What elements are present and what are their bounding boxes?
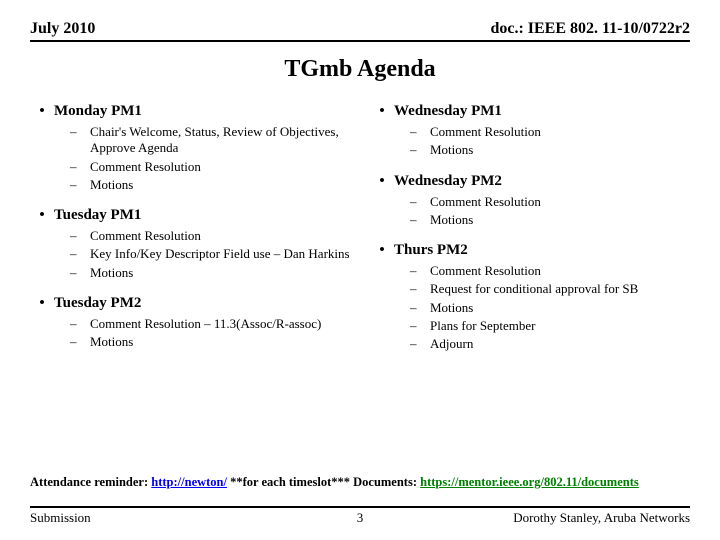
session-name: Tuesday PM2 (54, 295, 141, 312)
session-heading: •Thurs PM2 (370, 242, 690, 259)
session-heading: •Wednesday PM1 (370, 103, 690, 120)
session-name: Tuesday PM1 (54, 207, 141, 224)
header-docnum: doc.: IEEE 802. 11-10/0722r2 (490, 20, 690, 38)
page-title: TGmb Agenda (30, 56, 690, 83)
list-item: –Comment Resolution – 11.3(Assoc/R-assoc… (70, 316, 350, 332)
item-text: Plans for September (430, 318, 535, 334)
item-text: Comment Resolution (430, 263, 541, 279)
item-text: Comment Resolution (90, 159, 201, 175)
item-text: Adjourn (430, 336, 473, 352)
session-heading: •Monday PM1 (30, 103, 350, 120)
bullet-icon: • (30, 207, 54, 224)
dash-icon: – (70, 246, 90, 262)
attendance-link-newton[interactable]: http://newton/ (151, 475, 227, 489)
bullet-icon: • (30, 295, 54, 312)
dash-icon: – (410, 124, 430, 140)
session-block: •Tuesday PM1–Comment Resolution–Key Info… (30, 207, 350, 281)
list-item: –Comment Resolution (410, 263, 690, 279)
list-item: –Request for conditional approval for SB (410, 281, 690, 297)
item-text: Request for conditional approval for SB (430, 281, 638, 297)
session-heading: •Tuesday PM1 (30, 207, 350, 224)
item-text: Motions (90, 265, 133, 281)
list-item: –Adjourn (410, 336, 690, 352)
dash-icon: – (70, 177, 90, 193)
content-columns: •Monday PM1–Chair's Welcome, Status, Rev… (30, 103, 690, 366)
dash-icon: – (70, 124, 90, 157)
item-text: Motions (430, 300, 473, 316)
attendance-reminder: Attendance reminder: http://newton/ **fo… (30, 475, 690, 490)
session-block: •Wednesday PM2–Comment Resolution–Motion… (370, 173, 690, 229)
session-block: •Thurs PM2–Comment Resolution–Request fo… (370, 242, 690, 352)
dash-icon: – (410, 300, 430, 316)
list-item: –Comment Resolution (70, 159, 350, 175)
dash-icon: – (70, 316, 90, 332)
list-item: –Motions (410, 142, 690, 158)
item-text: Motions (430, 142, 473, 158)
footer-author: Dorothy Stanley, Aruba Networks (513, 510, 690, 526)
list-item: –Comment Resolution (410, 194, 690, 210)
session-name: Thurs PM2 (394, 242, 468, 259)
dash-icon: – (70, 228, 90, 244)
dash-icon: – (70, 334, 90, 350)
list-item: –Chair's Welcome, Status, Review of Obje… (70, 124, 350, 157)
session-items: –Comment Resolution–Motions (370, 194, 690, 229)
dash-icon: – (410, 336, 430, 352)
list-item: –Motions (410, 212, 690, 228)
attendance-link-docs[interactable]: https://mentor.ieee.org/802.11/documents (420, 475, 639, 489)
list-item: –Motions (70, 177, 350, 193)
session-items: –Comment Resolution–Key Info/Key Descrip… (30, 228, 350, 281)
dash-icon: – (70, 159, 90, 175)
list-item: –Motions (70, 334, 350, 350)
session-heading: •Wednesday PM2 (370, 173, 690, 190)
list-item: –Motions (410, 300, 690, 316)
item-text: Motions (430, 212, 473, 228)
session-items: –Comment Resolution–Request for conditio… (370, 263, 690, 352)
right-column: •Wednesday PM1–Comment Resolution–Motion… (370, 103, 690, 366)
attendance-prefix: Attendance reminder: (30, 475, 151, 489)
session-block: •Tuesday PM2 –Comment Resolution – 11.3(A… (30, 295, 350, 351)
item-text: Key Info/Key Descriptor Field use – Dan … (90, 246, 350, 262)
session-items: –Comment Resolution – 11.3(Assoc/R-assoc… (30, 316, 350, 351)
header-date: July 2010 (30, 20, 95, 38)
dash-icon: – (70, 265, 90, 281)
dash-icon: – (410, 281, 430, 297)
session-name: Wednesday PM2 (394, 173, 502, 190)
footer-pagenum: 3 (357, 510, 364, 526)
dash-icon: – (410, 318, 430, 334)
bullet-icon: • (30, 103, 54, 120)
item-text: Chair's Welcome, Status, Review of Objec… (90, 124, 350, 157)
bullet-icon: • (370, 242, 394, 259)
dash-icon: – (410, 263, 430, 279)
attendance-mid: **for each timeslot*** Documents: (227, 475, 420, 489)
list-item: –Plans for September (410, 318, 690, 334)
session-heading: •Tuesday PM2 (30, 295, 350, 312)
left-column: •Monday PM1–Chair's Welcome, Status, Rev… (30, 103, 350, 366)
session-items: –Chair's Welcome, Status, Review of Obje… (30, 124, 350, 193)
footer-submission: Submission (30, 510, 91, 526)
dash-icon: – (410, 212, 430, 228)
session-block: •Monday PM1–Chair's Welcome, Status, Rev… (30, 103, 350, 193)
session-items: –Comment Resolution–Motions (370, 124, 690, 159)
item-text: Comment Resolution – 11.3(Assoc/R-assoc) (90, 316, 321, 332)
item-text: Motions (90, 334, 133, 350)
header-row: July 2010 doc.: IEEE 802. 11-10/0722r2 (30, 20, 690, 42)
bullet-icon: • (370, 173, 394, 190)
item-text: Comment Resolution (430, 124, 541, 140)
item-text: Comment Resolution (430, 194, 541, 210)
dash-icon: – (410, 142, 430, 158)
session-name: Monday PM1 (54, 103, 142, 120)
footer: Submission 3 Dorothy Stanley, Aruba Netw… (30, 506, 690, 526)
list-item: –Key Info/Key Descriptor Field use – Dan… (70, 246, 350, 262)
bullet-icon: • (370, 103, 394, 120)
list-item: –Motions (70, 265, 350, 281)
session-name: Wednesday PM1 (394, 103, 502, 120)
item-text: Motions (90, 177, 133, 193)
item-text: Comment Resolution (90, 228, 201, 244)
dash-icon: – (410, 194, 430, 210)
list-item: –Comment Resolution (70, 228, 350, 244)
session-block: •Wednesday PM1–Comment Resolution–Motion… (370, 103, 690, 159)
list-item: –Comment Resolution (410, 124, 690, 140)
